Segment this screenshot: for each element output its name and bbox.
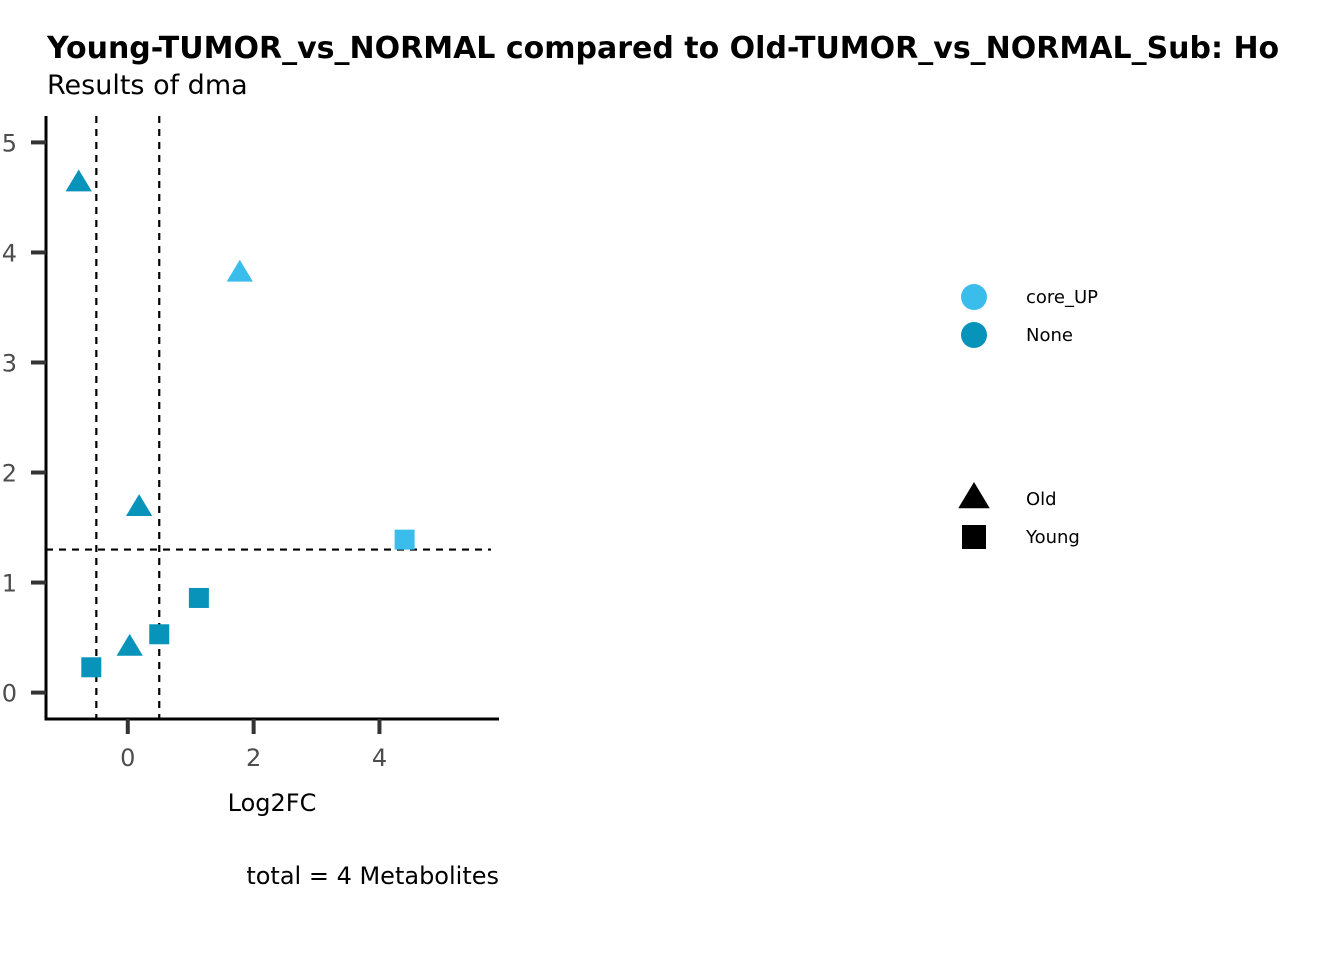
data-point-triangle [125, 494, 153, 517]
chart-subtitle: Results of dma [47, 70, 248, 101]
y-tick-label: 4 [2, 239, 17, 267]
legend-color-label: None [1026, 325, 1073, 346]
legend-shape-key-square [962, 525, 986, 549]
x-tick-label: 4 [372, 744, 387, 772]
data-point-square [394, 529, 415, 550]
y-tick-label: 3 [2, 349, 17, 377]
data-point-square [188, 587, 209, 608]
y-tick-label: 5 [2, 129, 17, 157]
legend-color-key [961, 322, 987, 348]
x-tick-label: 2 [246, 744, 261, 772]
legend-shape-key-triangle [958, 482, 990, 509]
legend: core_UP None Old Young [958, 284, 1098, 549]
data-point-square [81, 657, 102, 678]
data-point-triangle [65, 169, 92, 192]
data-point-triangle [116, 633, 143, 656]
y-tick-label: 2 [2, 460, 17, 488]
data-points [65, 169, 415, 678]
legend-color-label: core_UP [1026, 287, 1098, 308]
data-point-square [149, 624, 170, 645]
caption: total = 4 Metabolites [246, 862, 499, 890]
legend-shape-label: Old [1026, 489, 1057, 510]
x-axis-title: Log2FC [228, 789, 317, 817]
legend-color-key [961, 284, 987, 310]
data-point-triangle [226, 259, 253, 282]
y-tick-label: 0 [2, 680, 17, 708]
chart-title: Young-TUMOR_vs_NORMAL compared to Old-TU… [47, 31, 1280, 66]
axes: 0 1 2 3 4 5 0 2 4 [2, 116, 499, 772]
x-tick-label: 0 [120, 744, 135, 772]
reference-lines [46, 116, 491, 719]
legend-shape-label: Young [1025, 527, 1080, 548]
y-tick-label: 1 [2, 570, 17, 598]
